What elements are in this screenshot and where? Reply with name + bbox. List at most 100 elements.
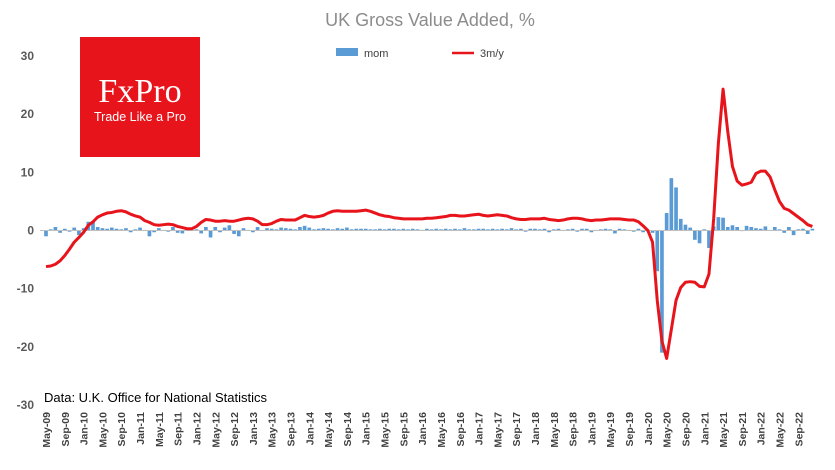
x-tick-label: Jan-14 <box>304 412 316 445</box>
mom-bar <box>580 228 584 231</box>
mom-bar <box>255 227 260 231</box>
x-tick-label: Jan-10 <box>79 412 91 445</box>
mom-bar <box>283 228 288 231</box>
mom-bar <box>688 227 692 231</box>
x-tick-label: Jan-11 <box>135 412 147 445</box>
mom-bar <box>744 225 749 231</box>
mom-bar <box>349 229 354 231</box>
legend-swatch-mom <box>336 48 358 56</box>
mom-bar <box>213 227 218 231</box>
mom-bar <box>368 229 373 231</box>
mom-bar <box>716 217 721 231</box>
mom-bar <box>490 228 495 231</box>
mom-bar <box>396 229 401 231</box>
mom-bar <box>114 228 119 231</box>
chart-title: UK Gross Value Added, % <box>325 10 535 30</box>
mom-bar <box>754 228 758 231</box>
mom-bar <box>730 225 735 231</box>
mom-bar <box>77 230 81 236</box>
x-tick-label: Sep-10 <box>116 412 128 447</box>
mom-bar <box>707 230 711 248</box>
mom-bar <box>425 228 429 231</box>
y-tick-label: -10 <box>17 282 35 296</box>
x-tick-label: May-15 <box>380 412 392 448</box>
mom-bar <box>100 228 105 231</box>
mom-bar <box>166 230 171 232</box>
mom-bar <box>265 228 269 231</box>
mom-bar <box>575 230 580 232</box>
mom-bar <box>128 230 133 233</box>
mom-bar <box>218 230 222 233</box>
mom-bar <box>584 228 589 231</box>
mom-bar <box>72 227 77 231</box>
mom-bar <box>44 230 48 237</box>
mom-bar <box>542 228 547 231</box>
mom-bar <box>556 228 561 231</box>
mom-bar <box>528 228 533 231</box>
logo-brand: FxPro <box>98 73 181 110</box>
mom-bar <box>782 230 787 233</box>
mom-bar <box>537 229 542 231</box>
x-tick-label: Sep-20 <box>680 412 692 447</box>
x-tick-label: Sep-13 <box>285 412 297 447</box>
mom-bar <box>598 229 603 231</box>
mom-bar <box>443 228 448 231</box>
x-tick-label: Sep-14 <box>342 412 354 447</box>
mom-bar <box>683 224 688 231</box>
mom-bar <box>232 230 236 234</box>
mom-bar <box>763 226 768 231</box>
mom-bar <box>655 230 660 272</box>
x-tick-label: May-18 <box>549 412 561 448</box>
mom-bar <box>415 229 420 231</box>
x-tick-label: May-10 <box>97 412 109 448</box>
mom-bar <box>476 228 481 231</box>
mom-bar <box>236 230 241 237</box>
3my-line <box>45 87 813 360</box>
mom-bar <box>274 229 279 231</box>
mom-bar <box>95 227 100 231</box>
mom-bar <box>641 230 645 233</box>
mom-bar <box>702 229 707 231</box>
x-tick-label: Sep-18 <box>568 412 580 447</box>
mom-bar <box>147 230 152 237</box>
mom-bar <box>514 229 519 231</box>
mom-bar <box>293 229 298 231</box>
mom-bar <box>533 228 537 231</box>
mom-bar <box>406 229 410 231</box>
mom-bar <box>81 228 86 231</box>
mom-bar <box>636 228 641 231</box>
x-tick-label: May-13 <box>267 412 279 448</box>
mom-bar <box>321 228 326 231</box>
x-tick-label: Jan-15 <box>361 412 373 445</box>
x-tick-label: Sep-21 <box>737 412 749 447</box>
mom-bar <box>462 228 467 231</box>
x-tick-label: May-09 <box>41 412 53 448</box>
mom-bar <box>377 228 382 231</box>
y-axis-ticks: 30 20 10 0 -10 -20 -30 <box>17 49 35 412</box>
mom-bar <box>758 228 763 231</box>
mom-bar <box>500 228 504 231</box>
mom-bar <box>631 230 636 232</box>
x-tick-label: Jan-22 <box>756 412 768 445</box>
x-tick-label: May-22 <box>774 412 786 448</box>
x-tick-label: May-19 <box>605 412 617 448</box>
mom-bar <box>359 228 363 231</box>
mom-bar <box>171 227 175 231</box>
mom-bar <box>180 230 185 234</box>
source-note: Data: U.K. Office for National Statistic… <box>44 390 268 405</box>
mom-bar <box>124 228 128 231</box>
mom-bar <box>664 213 669 231</box>
mom-bar <box>617 228 622 231</box>
mom-bar <box>777 229 782 231</box>
x-tick-label: Sep-19 <box>624 412 636 447</box>
mom-bar <box>330 229 335 231</box>
mom-bar <box>62 228 67 231</box>
mom-bar <box>307 227 312 231</box>
mom-bar <box>801 228 805 231</box>
mom-bar <box>302 225 307 231</box>
mom-bar <box>519 228 523 231</box>
mom-bar <box>570 228 575 231</box>
mom-bar <box>382 229 387 231</box>
mom-bar <box>53 227 58 231</box>
